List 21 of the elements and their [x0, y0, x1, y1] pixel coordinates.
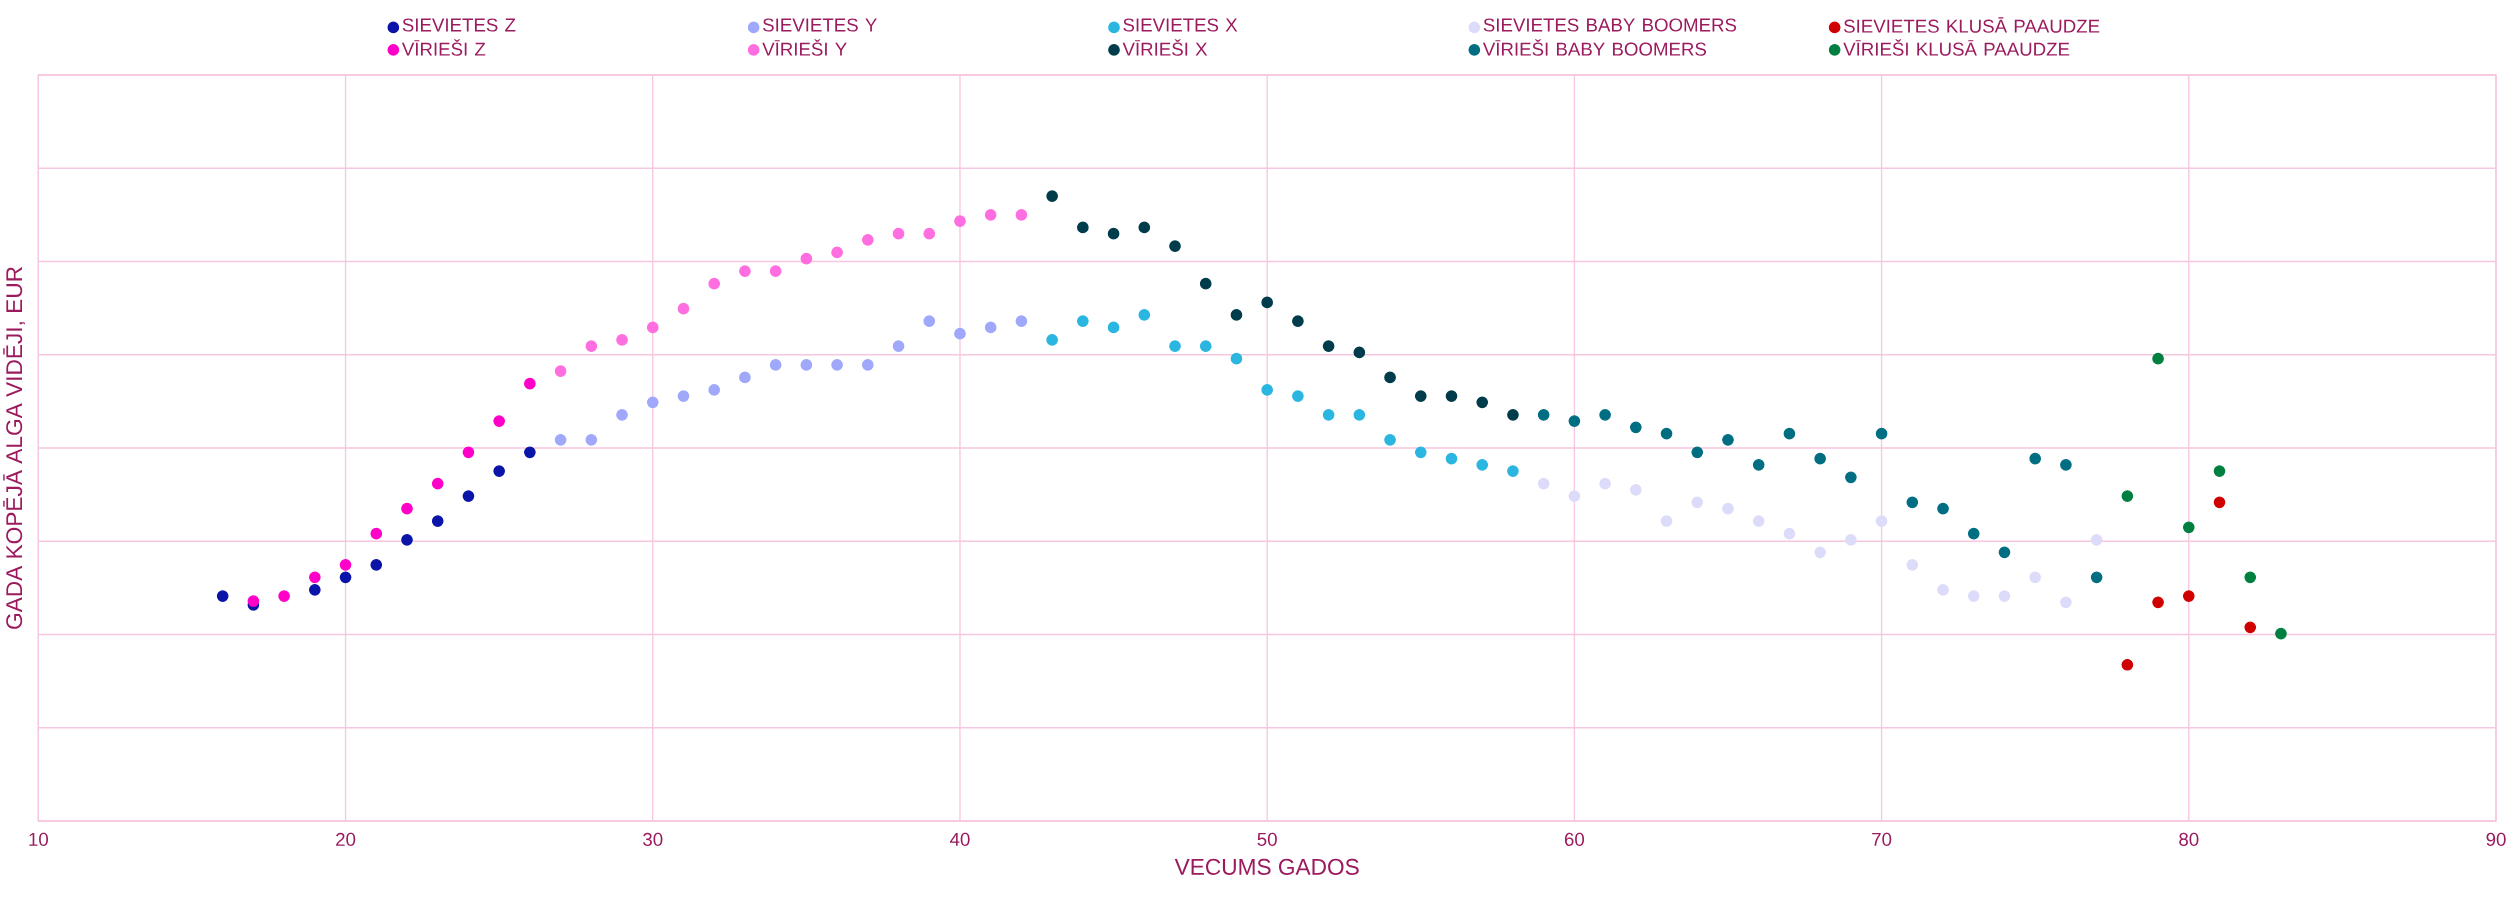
x-tick-label: 50: [1257, 832, 1277, 846]
legend-label: SIEVIETES X: [1123, 18, 1238, 32]
legend-label: SIEVIETES KLUSĀ PAAUDZE: [1844, 17, 2100, 33]
legend-label: VĪRIEŠI Y: [762, 39, 847, 56]
y-axis-title: GADA KOPĒJĀ ALGA VIDĒJI, EUR: [3, 267, 25, 629]
legend-label: SIEVIETES Z: [402, 18, 516, 32]
x-axis-title: VECUMS GADOS: [1174, 858, 1359, 875]
legend-label: SIEVIETES BABY BOOMERS: [1483, 18, 1737, 32]
legend-label: VĪRIEŠI X: [1122, 39, 1208, 56]
x-tick-label: 70: [1872, 832, 1892, 846]
legend-label: VĪRIEŠI Z: [401, 39, 486, 56]
x-tick-label: 30: [643, 832, 663, 846]
legend-label: VĪRIEŠI KLUSĀ PAAUDZE: [1843, 39, 2070, 56]
x-tick-label: 90: [2486, 832, 2506, 846]
x-tick-label: 10: [29, 832, 49, 846]
legend-label: SIEVIETES Y: [763, 18, 877, 32]
x-tick-label: 40: [950, 832, 970, 846]
x-tick-label: 60: [1564, 832, 1585, 846]
x-tick-label: 80: [2179, 832, 2199, 846]
legend-label: VĪRIEŠI BABY BOOMERS: [1482, 39, 1707, 56]
x-tick-label: 20: [336, 832, 356, 846]
